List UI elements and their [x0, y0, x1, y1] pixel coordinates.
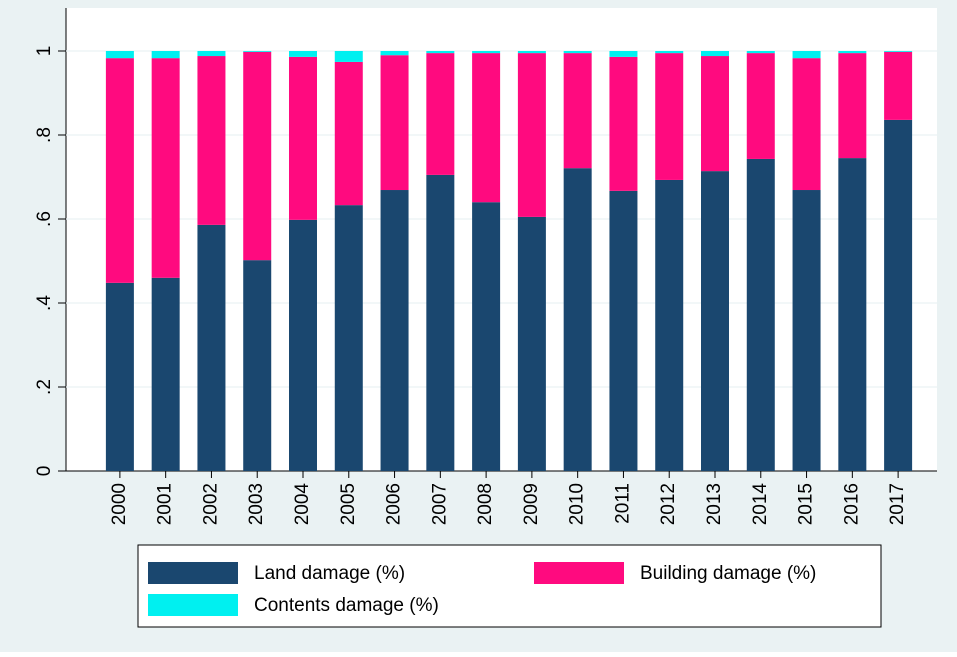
- bar-segment: [701, 51, 729, 57]
- bar-segment: [655, 179, 684, 471]
- x-tick-label: 2003: [246, 483, 267, 525]
- y-tick-label: .6: [34, 211, 55, 227]
- bar-segment: [792, 51, 821, 59]
- bar-segment: [243, 51, 272, 261]
- bar-segment: [472, 51, 501, 54]
- bar-segment: [426, 53, 455, 175]
- bar-segment: [380, 51, 409, 56]
- bar-segment: [563, 51, 592, 54]
- bar-segment: [517, 216, 546, 471]
- y-tick-label: .2: [34, 379, 55, 395]
- bar-segment: [746, 51, 775, 54]
- bar-segment: [746, 158, 775, 471]
- bar-segment: [197, 56, 226, 225]
- bar-segment: [243, 260, 272, 471]
- bar-segment: [472, 202, 501, 471]
- bar-segment: [380, 55, 409, 191]
- x-tick-label: 2000: [109, 483, 130, 525]
- bar-segment: [289, 51, 317, 57]
- x-tick-label: 2008: [475, 483, 496, 525]
- x-tick-label: 2016: [841, 483, 862, 525]
- bar-segment: [105, 282, 134, 471]
- y-tick-label: .4: [34, 295, 55, 311]
- x-tick-label: 2006: [384, 483, 405, 525]
- bar-segment: [701, 56, 729, 172]
- bar-segment: [884, 51, 913, 52]
- legend-label: Building damage (%): [640, 563, 816, 584]
- x-tick-label: 2011: [612, 483, 633, 524]
- x-tick-label: 2013: [704, 483, 725, 525]
- legend-label: Land damage (%): [254, 563, 405, 584]
- legend-swatch: [148, 562, 238, 584]
- bar-segment: [151, 58, 180, 278]
- bar-segment: [105, 58, 134, 283]
- bar-segment: [609, 51, 638, 57]
- x-tick-label: 2005: [338, 483, 359, 525]
- bar-segment: [151, 51, 180, 59]
- bar-segment: [563, 53, 592, 169]
- x-tick-label: 2015: [796, 483, 817, 525]
- bar-segment: [701, 171, 729, 471]
- bar-segment: [334, 61, 363, 206]
- x-tick-label: 2012: [658, 483, 679, 525]
- bar-segment: [151, 277, 180, 471]
- bar-segment: [334, 51, 363, 62]
- bar-segment: [838, 158, 867, 471]
- x-tick-label: 2017: [887, 483, 908, 525]
- legend-box: [137, 544, 882, 628]
- y-tick-label: .8: [34, 127, 55, 143]
- bar-segment: [426, 51, 455, 54]
- bar-segment: [884, 119, 913, 471]
- bar-segment: [838, 53, 867, 159]
- bar-segment: [243, 51, 272, 52]
- legend-label: Contents damage (%): [254, 595, 439, 616]
- bar-segment: [655, 51, 684, 54]
- x-tick-label: 2014: [750, 483, 771, 526]
- bar-segment: [792, 58, 821, 191]
- bar-segment: [380, 190, 409, 471]
- bar-segment: [289, 56, 317, 220]
- bar-segment: [884, 51, 913, 120]
- bar-segment: [426, 174, 455, 471]
- legend-swatch: [148, 594, 238, 616]
- y-tick-label: 1: [34, 46, 55, 57]
- bar-segment: [517, 51, 546, 54]
- bar-segment: [289, 219, 317, 471]
- x-tick-label: 2010: [567, 483, 588, 525]
- bar-segment: [105, 51, 134, 59]
- legend-swatch: [534, 562, 624, 584]
- bar-segment: [746, 53, 775, 159]
- bar-segment: [655, 53, 684, 180]
- bar-segment: [472, 53, 501, 203]
- x-tick-label: 2001: [155, 483, 176, 525]
- bar-segment: [609, 56, 638, 191]
- bar-segment: [792, 190, 821, 471]
- bar-segment: [334, 205, 363, 471]
- y-tick-label: 0: [34, 466, 55, 477]
- bar-segment: [197, 51, 226, 57]
- bar-segment: [517, 53, 546, 217]
- bar-segment: [609, 190, 638, 472]
- x-tick-label: 2004: [292, 483, 313, 526]
- bar-segment: [563, 168, 592, 471]
- x-tick-label: 2009: [521, 483, 542, 525]
- bar-segment: [838, 51, 867, 54]
- bar-segment: [197, 224, 226, 471]
- x-tick-label: 2002: [200, 483, 221, 525]
- x-tick-label: 2007: [429, 483, 450, 525]
